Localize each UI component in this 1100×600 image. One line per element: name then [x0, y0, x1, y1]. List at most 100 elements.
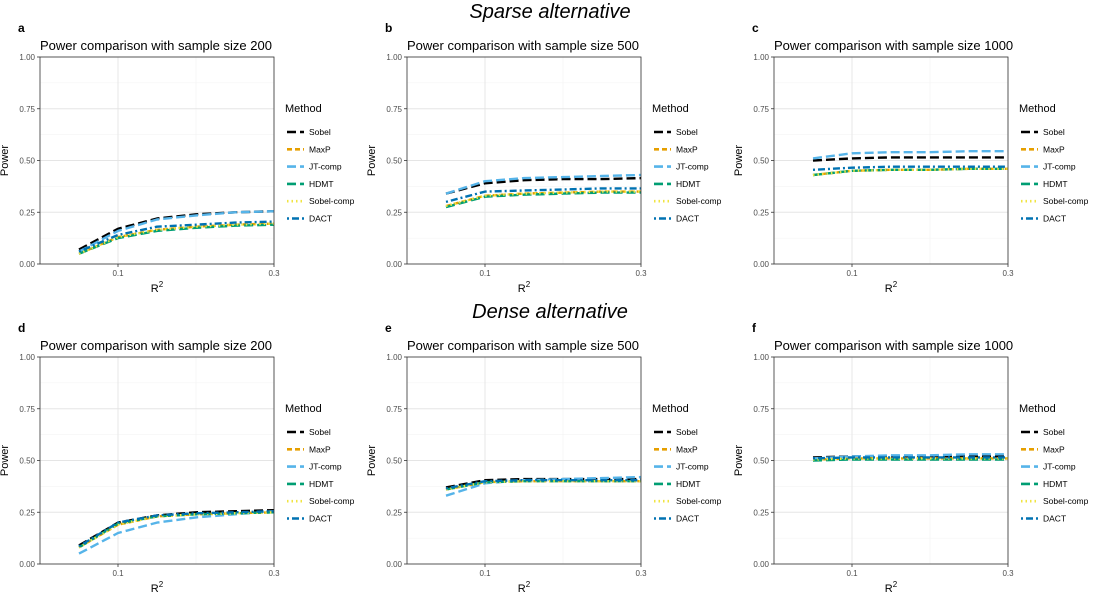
x-tick-label: 0.3: [635, 569, 647, 578]
x-axis-title-superscript: 2: [526, 580, 531, 589]
legend-label: Sobel: [676, 127, 698, 137]
y-tick-label: 0.00: [753, 260, 769, 269]
legend: Method Sobel MaxP JT-comp HDMT Sobel-comp DACT: [285, 403, 355, 524]
y-tick-label: 0.25: [753, 208, 769, 217]
x-axis-title-base: R: [151, 583, 159, 595]
legend-label: HDMT: [309, 179, 334, 189]
y-tick-label: 1.00: [19, 53, 35, 62]
series-line-maxp: [78, 222, 275, 255]
x-tick-label: 0.3: [1002, 269, 1014, 278]
panel-b: b Power comparison with sample size 500 0.…: [366, 21, 722, 295]
panel-letter: f: [752, 321, 757, 335]
legend-title: Method: [285, 103, 322, 115]
series-line-hdmt: [445, 191, 641, 209]
panel-a: a Power comparison with sample size 200 0.…: [0, 21, 355, 295]
legend-label: Sobel-comp: [1043, 196, 1089, 206]
y-tick-label: 0.50: [753, 157, 769, 166]
x-axis-title-superscript: 2: [526, 280, 531, 289]
series-line-sobel: [445, 176, 642, 195]
legend-title: Method: [1019, 103, 1056, 115]
panel-letter: d: [18, 321, 25, 335]
panel-e: e Power comparison with sample size 500 0.…: [366, 321, 722, 595]
legend-label: JT-comp: [676, 162, 709, 172]
y-tick-label: 0.25: [386, 208, 402, 217]
panel-letter: c: [752, 21, 759, 35]
panel-border: [39, 356, 275, 565]
y-tick-label: 1.00: [386, 353, 402, 362]
legend-label: Sobel-comp: [1043, 496, 1089, 506]
legend-label: MaxP: [676, 144, 698, 154]
legend-label: Sobel-comp: [676, 196, 722, 206]
legend-label: MaxP: [676, 444, 698, 454]
legend-label: JT-comp: [676, 462, 709, 472]
x-axis-title: R2: [885, 580, 898, 595]
y-tick-label: 0.50: [19, 457, 35, 466]
legend-label: DACT: [676, 514, 699, 524]
legend: Method Sobel MaxP JT-comp HDMT Sobel-comp DACT: [1019, 403, 1089, 524]
x-axis-title-superscript: 2: [893, 280, 898, 289]
series-line-dact: [445, 479, 641, 490]
series-line-jt-comp: [78, 510, 275, 555]
y-tick-label: 0.25: [386, 508, 402, 517]
legend-label: MaxP: [309, 144, 331, 154]
panel-border: [39, 56, 275, 265]
legend: Method Sobel MaxP JT-comp HDMT Sobel-comp DACT: [652, 403, 722, 524]
y-tick-label: 0.50: [386, 157, 402, 166]
series-line-sobel-comp: [78, 511, 275, 549]
legend-label: Sobel: [309, 427, 331, 437]
panel-border: [406, 56, 642, 265]
y-tick-label: 1.00: [753, 353, 769, 362]
y-tick-label: 1.00: [753, 53, 769, 62]
x-axis-title-base: R: [885, 583, 893, 595]
legend-label: Sobel-comp: [309, 196, 355, 206]
panels: a Power comparison with sample size 200 0.…: [0, 21, 1089, 595]
y-tick-label: 0.50: [386, 457, 402, 466]
legend-title: Method: [1019, 403, 1056, 415]
x-axis-title-superscript: 2: [159, 280, 164, 289]
legend-title: Method: [652, 103, 689, 115]
legend-label: JT-comp: [309, 462, 342, 472]
series-line-jt-comp: [445, 173, 642, 195]
series-line-dact: [812, 456, 1008, 460]
legend-label: MaxP: [309, 444, 331, 454]
legend-label: HDMT: [676, 479, 701, 489]
x-axis-title: R2: [518, 580, 531, 595]
y-tick-label: 0.00: [386, 260, 402, 269]
y-tick-label: 1.00: [386, 53, 402, 62]
y-axis-title: Power: [366, 445, 378, 477]
legend-label: JT-comp: [1043, 162, 1076, 172]
series-line-sobel: [812, 156, 1008, 162]
y-axis-title: Power: [0, 145, 11, 177]
legend-label: HDMT: [1043, 179, 1068, 189]
x-tick-label: 0.3: [635, 269, 647, 278]
x-axis-title-superscript: 2: [893, 580, 898, 589]
y-tick-label: 0.00: [753, 560, 769, 569]
legend-label: HDMT: [676, 179, 701, 189]
x-tick-label: 0.3: [1002, 569, 1014, 578]
legend-label: MaxP: [1043, 444, 1065, 454]
y-tick-label: 0.00: [386, 560, 402, 569]
panel-border: [773, 56, 1009, 265]
legend: Method Sobel MaxP JT-comp HDMT Sobel-comp DACT: [652, 103, 722, 224]
y-tick-label: 0.00: [19, 560, 35, 569]
y-tick-label: 0.00: [19, 260, 35, 269]
legend-label: DACT: [309, 214, 332, 224]
legend-label: DACT: [676, 214, 699, 224]
legend-label: HDMT: [309, 479, 334, 489]
panel-f: f Power comparison with sample size 1000 0…: [733, 321, 1089, 595]
legend-label: DACT: [1043, 214, 1066, 224]
panel-letter: e: [385, 321, 392, 335]
panel-d: d Power comparison with sample size 200 0.…: [0, 321, 355, 595]
y-tick-label: 0.25: [19, 208, 35, 217]
panel-title: Power comparison with sample size 1000: [774, 338, 1013, 353]
series-line-dact: [812, 165, 1008, 171]
panel-border: [773, 356, 1009, 565]
series-line-sobel-comp: [78, 222, 275, 255]
panel-title: Power comparison with sample size 1000: [774, 38, 1013, 53]
series-line-jt-comp: [812, 453, 1008, 460]
y-axis-title: Power: [366, 145, 378, 177]
series-line-hdmt: [812, 167, 1008, 177]
x-tick-label: 0.1: [112, 269, 124, 278]
x-axis-title-base: R: [151, 283, 159, 295]
